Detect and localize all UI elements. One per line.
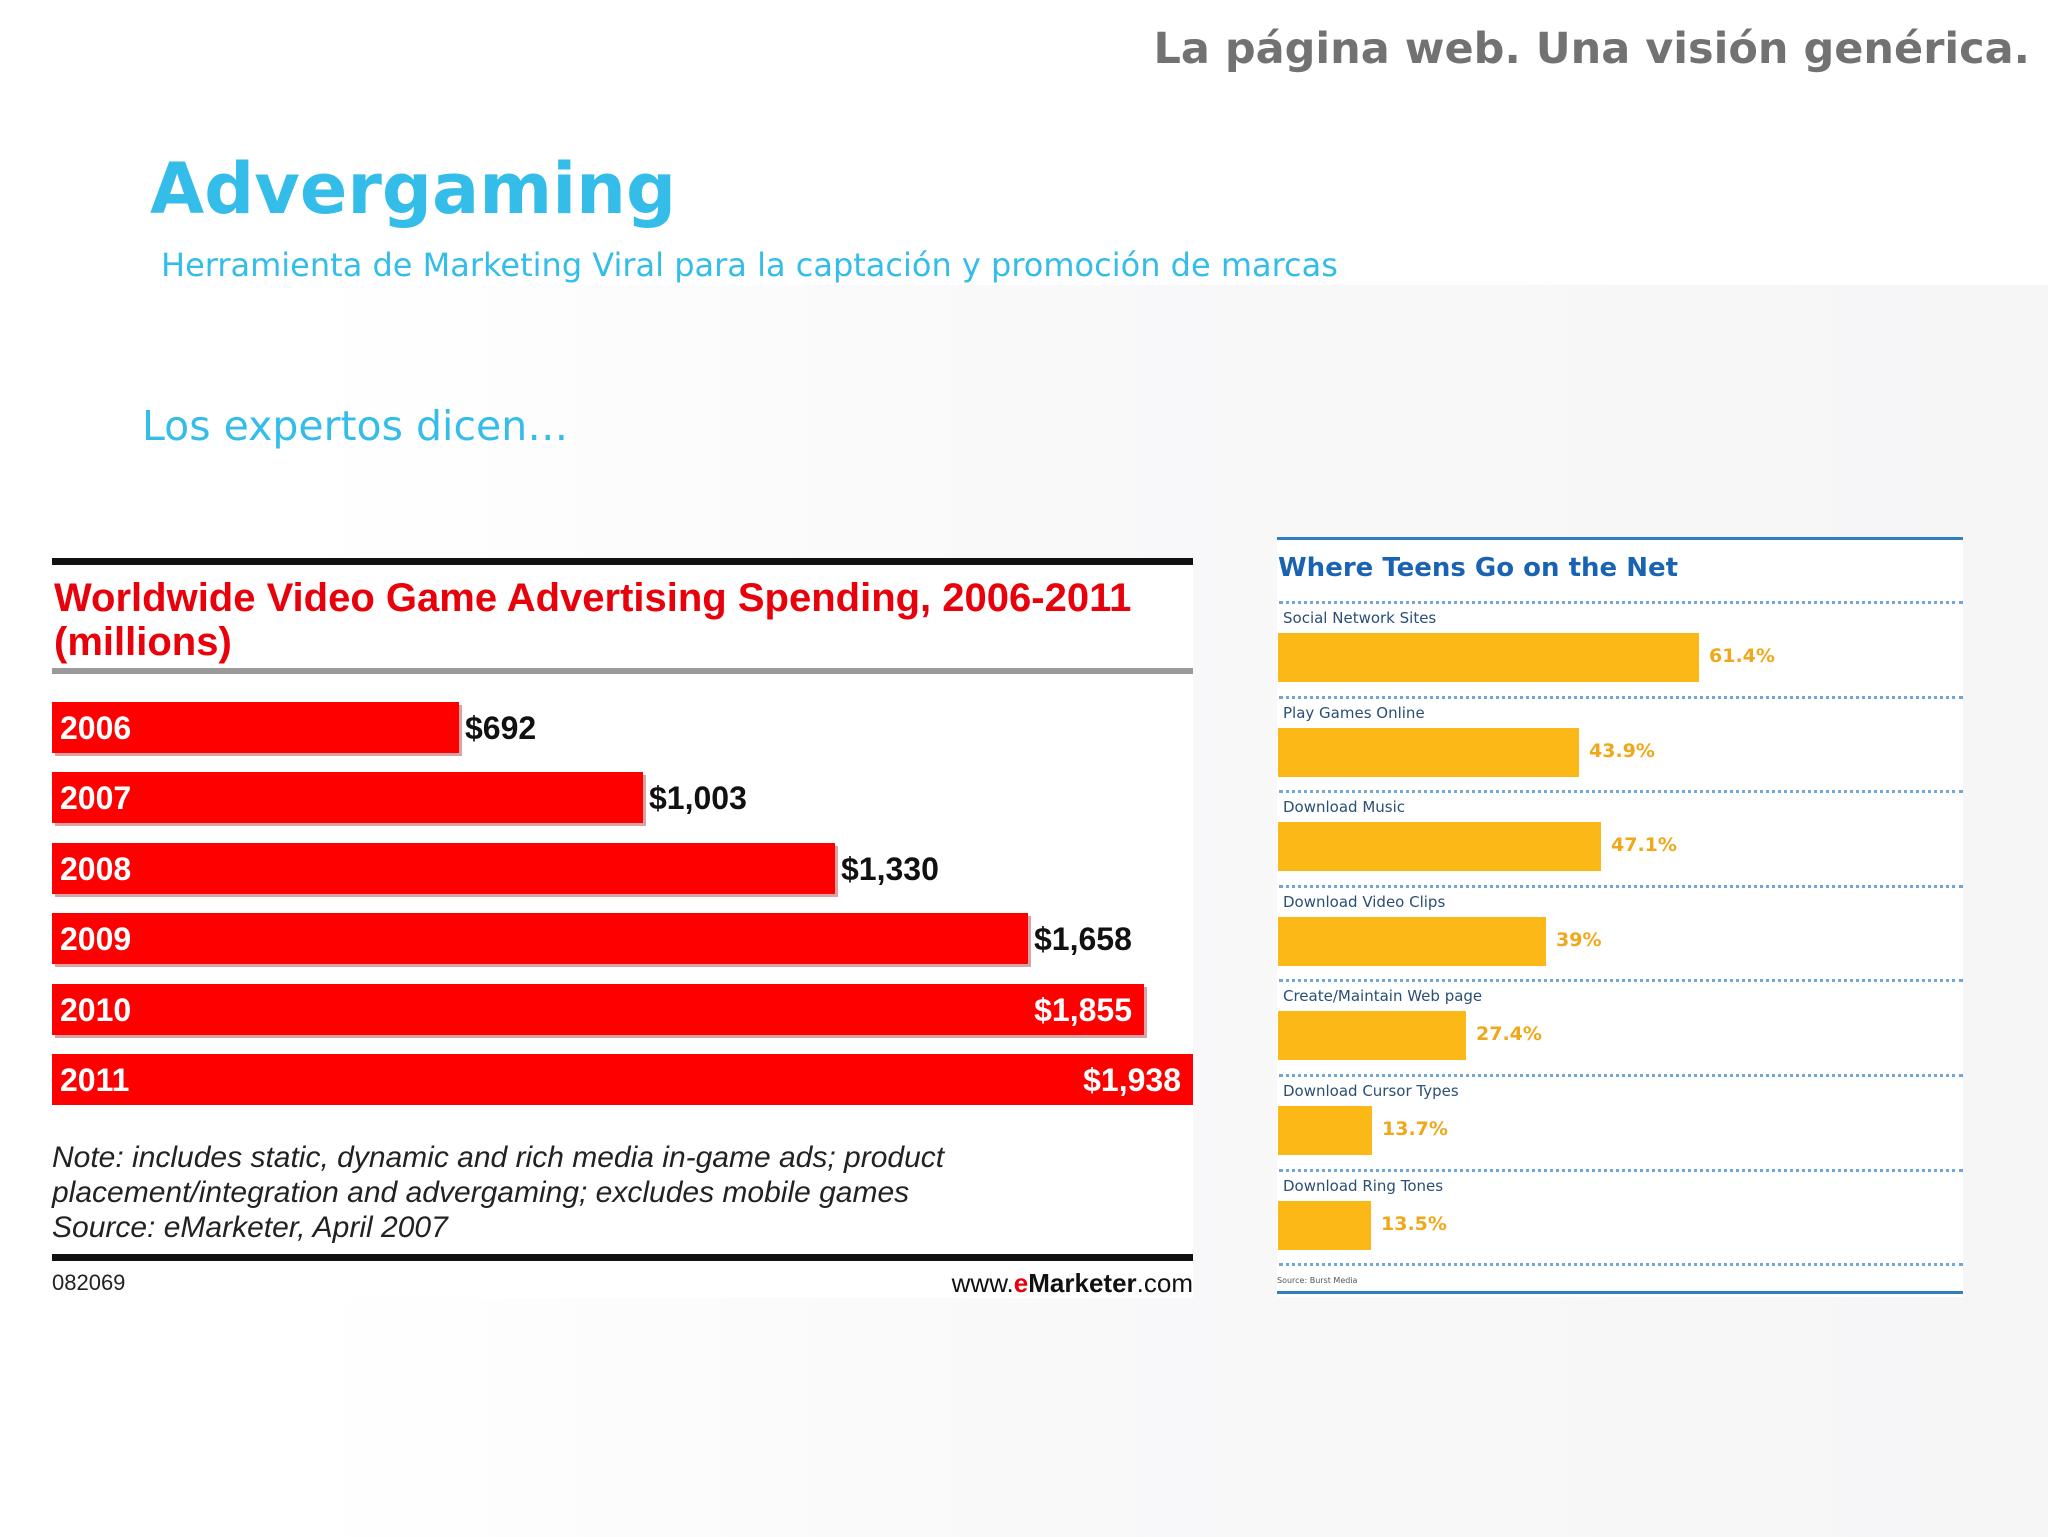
row-separator [1279,1074,1963,1077]
chart-top-rule [1277,537,1963,540]
bar-value-label: 61.4% [1709,645,1775,667]
bar-2011: 2011 $1,938 [52,1054,1193,1105]
ad-spending-bars: 2006 $692 2007 $1,003 2008 $1,330 2009 $1,658 20… [52,558,1193,1298]
bar-value-label: 27.4% [1476,1023,1542,1045]
row-separator [1279,601,1963,604]
chart-note-line: Note: includes static, dynamic and rich … [52,1141,945,1174]
chart-title-separator [52,668,1193,674]
brand-suffix: .com [1136,1268,1193,1298]
chart-bottom-rule [52,1254,1193,1261]
ad-spending-chart: Worldwide Video Game Advertising Spendin… [52,558,1193,1298]
chart-note-line: placement/integration and advergaming; e… [52,1176,910,1209]
brand-name: Marketer [1028,1268,1137,1298]
bar-category-label: 2006 [60,710,132,746]
bar-category-label: 2009 [60,921,132,957]
bar-2006: 2006 $692 [52,702,536,753]
emarketer-logo: www.eMarketer.com [952,1268,1193,1299]
row-category-label: Download Cursor Types [1283,1082,1459,1100]
brand-prefix: www. [951,1268,1014,1298]
bar-value-label: $1,938 [1083,1062,1181,1098]
bar-value-label: 47.1% [1611,834,1677,856]
chart-source: Source: eMarketer, April 2007 [52,1211,448,1244]
row-category-label: Download Ring Tones [1283,1177,1444,1195]
bar-download-music [1278,822,1601,871]
bar-category-label: 2011 [60,1062,130,1098]
bar-2007: 2007 $1,003 [52,772,747,823]
chart-source: Source: Burst Media [1277,1276,1358,1285]
chart-title: Where Teens Go on the Net [1278,553,1679,583]
bar-2009: 2009 $1,658 [52,913,1132,964]
bar-download-cursor-types [1278,1106,1372,1155]
chart-code: 082069 [52,1270,126,1295]
bar-2010: 2010 $1,855 [52,984,1144,1035]
bar-download-ring-tones [1278,1201,1371,1250]
row-separator [1279,1169,1963,1172]
row-separator [1279,979,1963,982]
page-subtitle: Herramienta de Marketing Viral para la c… [161,246,1338,284]
bar-value-label: $1,855 [1034,992,1132,1028]
bar-value-label: 39% [1556,929,1602,951]
bar-download-video-clips [1278,917,1546,966]
row-category-label: Social Network Sites [1283,609,1437,627]
slide-header: La página web. Una visión genérica. [1153,24,2030,74]
teens-net-chart: Where Teens Go on the Net Social Network… [1277,537,1963,1297]
bar-social-network-sites [1278,633,1699,682]
chart-note: Note: includes static, dynamic and rich … [52,1140,1193,1245]
row-category-label: Download Music [1283,798,1406,816]
row-category-label: Play Games Online [1283,704,1425,722]
bar-create-maintain-web-page [1278,1011,1466,1060]
bar-value-label: 13.5% [1381,1213,1447,1235]
row-category-label: Create/Maintain Web page [1283,987,1483,1005]
brand-e: e [1013,1268,1029,1298]
bar-value-label: 13.7% [1382,1118,1448,1140]
bar-play-games-online [1278,728,1579,777]
lead-text: Los expertos dicen… [142,402,569,450]
bar-value-label: $1,330 [841,851,939,887]
row-separator [1279,885,1963,888]
chart-top-rule [52,558,1193,565]
row-category-label: Download Video Clips [1283,893,1446,911]
row-separator [1279,790,1963,793]
bar-2008: 2008 $1,330 [52,843,939,894]
chart-bottom-rule [1277,1291,1963,1294]
bar-category-label: 2010 [60,992,132,1028]
bar-category-label: 2008 [60,851,132,887]
bar-value-label: 43.9% [1589,740,1655,762]
bar-value-label: $1,003 [649,780,747,816]
bar-value-label: $692 [465,710,537,746]
row-separator [1279,696,1963,699]
bar-value-label: $1,658 [1034,921,1132,957]
chart-title: Worldwide Video Game Advertising Spendin… [54,576,1132,664]
row-separator [1279,1263,1963,1266]
page-title: Advergaming [150,148,677,230]
bar-category-label: 2007 [60,780,132,816]
